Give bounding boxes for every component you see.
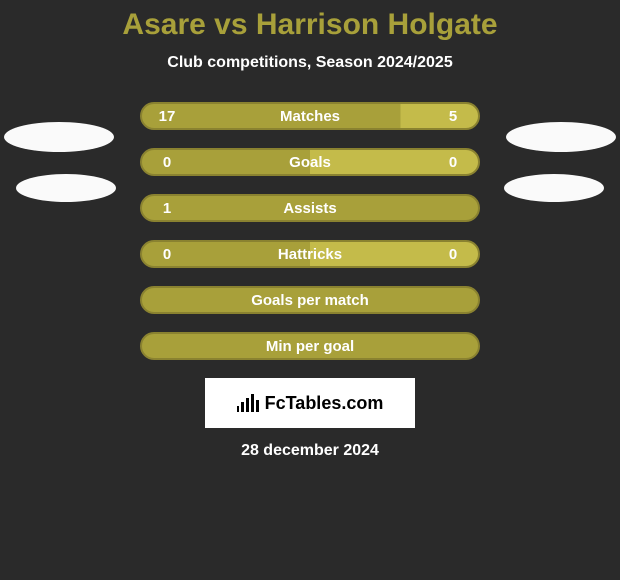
- stat-value-right: 5: [442, 108, 464, 125]
- stat-value-left: 0: [156, 154, 178, 171]
- stat-value-left: 1: [156, 200, 178, 217]
- stat-value-left: 17: [156, 108, 178, 125]
- stats-bars-column: 17 Matches 5 0 Goals 0 1 Assists 0 Hattr…: [140, 102, 480, 360]
- stat-value-right: 0: [442, 246, 464, 263]
- stat-bar-goals: 0 Goals 0: [140, 148, 480, 176]
- stat-label: Matches: [280, 108, 340, 125]
- stats-area: 17 Matches 5 0 Goals 0 1 Assists 0 Hattr…: [0, 102, 620, 360]
- stat-bar-matches: 17 Matches 5: [140, 102, 480, 130]
- stat-value-right: 0: [442, 154, 464, 171]
- stat-label: Goals per match: [251, 292, 369, 309]
- page-subtitle: Club competitions, Season 2024/2025: [167, 54, 452, 72]
- infographic-container: Asare vs Harrison Holgate Club competiti…: [0, 0, 620, 580]
- stat-bar-min-per-goal: Min per goal: [140, 332, 480, 360]
- stat-bar-assists: 1 Assists: [140, 194, 480, 222]
- date-label: 28 december 2024: [241, 442, 379, 460]
- bar-chart-icon: [237, 394, 259, 412]
- stat-bar-goals-per-match: Goals per match: [140, 286, 480, 314]
- stat-label: Min per goal: [266, 338, 354, 355]
- branding-text: FcTables.com: [265, 393, 384, 414]
- stat-label: Goals: [289, 154, 331, 171]
- stat-label: Hattricks: [278, 246, 342, 263]
- stat-label: Assists: [283, 200, 336, 217]
- page-title: Asare vs Harrison Holgate: [122, 8, 497, 42]
- stat-bar-hattricks: 0 Hattricks 0: [140, 240, 480, 268]
- stat-value-left: 0: [156, 246, 178, 263]
- branding-badge: FcTables.com: [205, 378, 415, 428]
